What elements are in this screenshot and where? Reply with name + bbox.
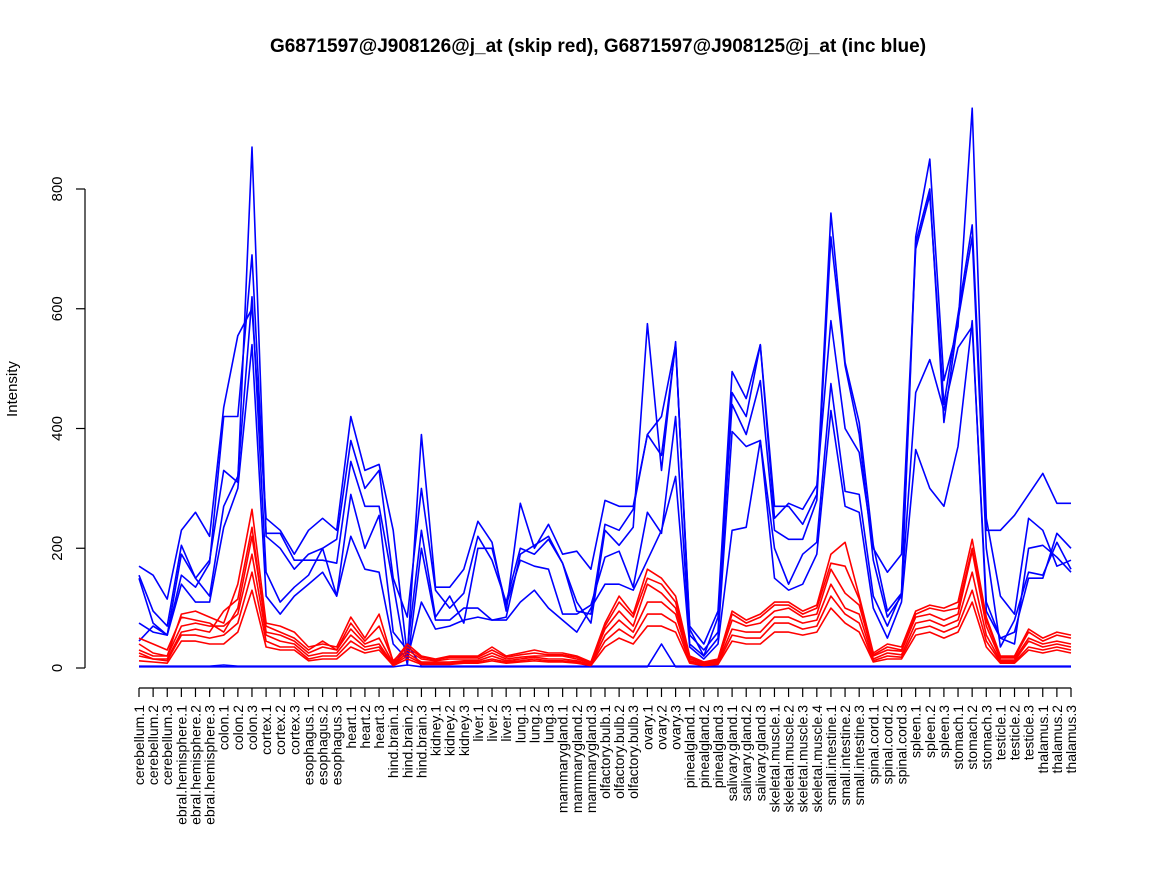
x-tick-label: heart.3 (371, 705, 387, 749)
y-axis-label: Intensity (4, 361, 21, 417)
x-tick-label: ovary.3 (668, 705, 684, 750)
x-tick-label: pinealgland.3 (710, 705, 726, 789)
series-line-skip-10 (138, 553, 1072, 666)
x-tick-label: thalamus.3 (1063, 705, 1079, 774)
x-tick-label: heart.1 (343, 705, 359, 749)
series-line-inc-4 (138, 295, 1072, 657)
x-tick-label: liver.3 (498, 705, 514, 742)
y-tick-label: 400 (49, 416, 66, 441)
x-tick-label: hind.brain.1 (385, 705, 401, 778)
x-tick-label: spleen.3 (936, 705, 952, 758)
x-tick-label: mammarygland.2 (569, 705, 585, 813)
x-tick-label: ebral.hemisphere.2 (187, 705, 203, 825)
x-tick-label: skeletal.muscle.3 (795, 705, 811, 813)
y-tick-label: 800 (49, 176, 66, 201)
x-tick-label: thalamus.1 (1035, 705, 1051, 774)
x-tick-label: cortex.2 (272, 705, 288, 755)
x-tick-label: salivary.gland.1 (724, 705, 740, 801)
series-line-inc-3 (138, 188, 1072, 666)
x-tick-label: liver.1 (470, 705, 486, 742)
x-tick-label: pinealgland.1 (682, 705, 698, 789)
x-tick-label: small.intestine.1 (823, 705, 839, 806)
y-tick-label: 200 (49, 536, 66, 561)
x-tick-label: ovary.1 (639, 705, 655, 750)
x-tick-label: stomach.2 (964, 705, 980, 770)
x-tick-label: cortex.1 (258, 705, 274, 755)
x-tick-label: small.intestine.3 (851, 705, 867, 806)
x-tick-label: salivary.gland.3 (752, 705, 768, 801)
x-tick-label: testicle.3 (1021, 705, 1037, 760)
x-tick-label: ebral.hemisphere.1 (173, 705, 189, 825)
series-line-skip-9 (138, 526, 1072, 665)
x-tick-label: skeletal.muscle.4 (809, 705, 825, 813)
x-tick-label: liver.2 (484, 705, 500, 742)
x-tick-label: stomach.1 (950, 705, 966, 770)
x-tick-label: mammarygland.1 (555, 705, 571, 813)
x-tick-label: cerebellum.1 (131, 705, 147, 785)
x-tick-label: kidney.3 (456, 705, 472, 756)
x-tick-label: lung.3 (541, 705, 557, 743)
x-tick-label: lung.2 (526, 705, 542, 743)
x-tick-label: spleen.1 (908, 705, 924, 758)
series-line-inc-5 (138, 319, 1072, 660)
x-tick-label: esophagus.2 (315, 705, 331, 785)
series-line-skip-8 (138, 508, 1072, 663)
x-tick-label: esophagus.3 (329, 705, 345, 785)
x-tick-label: small.intestine.2 (837, 705, 853, 806)
x-tick-label: hind.brain.3 (413, 705, 429, 778)
x-tick-label: olfactory.bulb.1 (597, 705, 613, 799)
x-tick-label: colon.2 (230, 705, 246, 750)
x-tick-label: olfactory.bulb.3 (625, 705, 641, 799)
x-tick-label: testicle.2 (1007, 705, 1023, 760)
x-tick-label: spinal.cord.1 (865, 705, 881, 785)
x-tick-label: kidney.2 (442, 705, 458, 756)
series-line-skip-12 (138, 589, 1072, 667)
series-line-inc-2 (138, 194, 1071, 657)
x-tick-label: lung.1 (512, 705, 528, 743)
x-tick-label: testicle.1 (992, 705, 1008, 760)
y-tick-label: 0 (49, 664, 66, 672)
series-line-skip-11 (138, 571, 1072, 666)
x-tick-label: stomach.3 (978, 705, 994, 770)
series-line-inc-1 (138, 107, 1072, 651)
series-line-inc-7 (139, 643, 1071, 668)
x-tick-label: spinal.cord.3 (894, 705, 910, 785)
x-tick-label: salivary.gland.2 (738, 705, 754, 801)
x-tick-label: cerebellum.3 (159, 705, 175, 785)
series-line-skip-13 (138, 535, 1072, 664)
x-tick-label: spinal.cord.2 (879, 705, 895, 785)
x-tick-label: cerebellum.2 (145, 705, 161, 785)
x-axis: cerebellum.1cerebellum.2cerebellum.3ebra… (131, 687, 1079, 825)
x-tick-label: skeletal.muscle.1 (766, 705, 782, 813)
x-tick-label: ovary.2 (653, 705, 669, 750)
x-tick-label: heart.2 (357, 705, 373, 749)
y-axis: 0 200 400 600 800 (49, 176, 86, 672)
x-tick-label: pinealgland.2 (696, 705, 712, 789)
y-tick-label: 600 (49, 296, 66, 321)
x-tick-label: hind.brain.2 (399, 705, 415, 778)
x-tick-label: colon.3 (244, 705, 260, 750)
x-tick-label: cortex.3 (286, 705, 302, 755)
x-tick-label: skeletal.muscle.2 (781, 705, 797, 813)
chart-title: G6871597@J908126@j_at (skip red), G68715… (270, 36, 926, 57)
x-tick-label: thalamus.2 (1049, 705, 1065, 774)
series-group (138, 107, 1072, 668)
x-tick-label: mammarygland.3 (583, 705, 599, 813)
x-tick-label: spleen.2 (922, 705, 938, 758)
x-tick-label: olfactory.bulb.2 (611, 705, 627, 799)
x-tick-label: colon.1 (216, 705, 232, 750)
x-tick-label: ebral.hemisphere.3 (202, 705, 218, 825)
x-tick-label: kidney.1 (428, 705, 444, 756)
x-tick-label: esophagus.1 (300, 705, 316, 785)
